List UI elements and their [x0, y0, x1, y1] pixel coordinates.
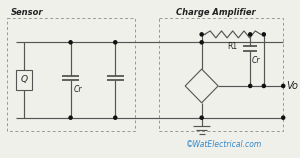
Circle shape: [200, 116, 203, 119]
Text: ©WatElectrical.com: ©WatElectrical.com: [186, 140, 262, 149]
Circle shape: [282, 116, 285, 119]
Bar: [16, 70, 32, 90]
Polygon shape: [185, 69, 218, 103]
Circle shape: [69, 41, 72, 44]
Circle shape: [200, 33, 203, 36]
Circle shape: [249, 33, 252, 36]
Text: Q: Q: [20, 76, 28, 85]
Text: R1: R1: [228, 42, 238, 51]
Circle shape: [114, 41, 117, 44]
Circle shape: [114, 116, 117, 119]
Text: Sensor: Sensor: [11, 8, 44, 17]
Circle shape: [249, 84, 252, 88]
Circle shape: [69, 116, 72, 119]
Circle shape: [200, 41, 203, 44]
Text: Cr: Cr: [74, 85, 82, 94]
Text: Cr: Cr: [252, 56, 261, 65]
Text: Vo: Vo: [286, 81, 298, 91]
Text: Charge Amplifier: Charge Amplifier: [176, 8, 256, 17]
Circle shape: [282, 84, 285, 88]
Circle shape: [262, 33, 266, 36]
Circle shape: [262, 84, 266, 88]
